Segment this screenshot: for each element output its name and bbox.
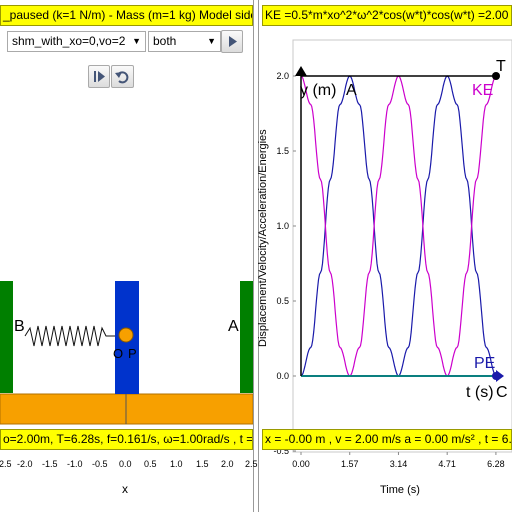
reset-icon — [115, 71, 129, 84]
reset-button[interactable] — [111, 65, 134, 88]
y-tick-label: 1.0 — [276, 221, 289, 231]
label-P: P — [128, 346, 137, 361]
left-status-bar: o=2.00m, T=6.28s, f=0.161/s, ω=1.00rad/s… — [0, 429, 253, 450]
right-status-bar: x = -0.00 m , v = 2.00 m/s a = 0.00 m/s²… — [262, 429, 512, 450]
mode-dropdown-value: both — [153, 34, 177, 48]
label-B: B — [14, 318, 25, 335]
c-marker — [492, 372, 500, 380]
t-marker — [492, 72, 500, 80]
chevron-down-icon: ▼ — [207, 36, 216, 46]
step-button[interactable] — [88, 65, 110, 88]
simulation-view — [0, 281, 253, 425]
y-tick-label: 0.5 — [276, 296, 289, 306]
x-tick: -0.5 — [92, 459, 108, 469]
x-tick: -1.0 — [67, 459, 83, 469]
right-title-bar: KE =0.5*m*xo^2*ω^2*cos(w*t)*cos(w*t) =2.… — [262, 5, 512, 26]
y-tick-label: 1.5 — [276, 146, 289, 156]
label-C: C — [496, 384, 508, 401]
y-tick-label: 0.0 — [276, 371, 289, 381]
y-tick-label: 2.0 — [276, 71, 289, 81]
model-dropdown-value: shm_with_xo=0,vo=2 — [12, 34, 126, 48]
mode-dropdown[interactable]: both ▼ — [148, 31, 221, 52]
left-title-bar: _paused (k=1 N/m) - Mass (m=1 kg) Model … — [0, 5, 253, 26]
x-tick: 2.5 — [245, 459, 258, 469]
label-A-chart: A — [346, 82, 357, 99]
x-tick: 1.0 — [170, 459, 183, 469]
x-tick-label: 3.14 — [390, 459, 408, 469]
x-tick-label: 4.71 — [438, 459, 456, 469]
x-tick: 0.0 — [119, 459, 132, 469]
x-axis-title: Time (s) — [380, 484, 420, 496]
x-tick: 1.5 — [196, 459, 209, 469]
y-axis-arrow — [295, 66, 307, 76]
x-tick: -1.5 — [42, 459, 58, 469]
x-tick-label: 6.28 — [487, 459, 505, 469]
label-t-s: t (s) — [466, 384, 494, 401]
x-tick: -2.0 — [17, 459, 33, 469]
label-KE: KE — [472, 82, 494, 99]
x-axis-label: x — [122, 482, 128, 496]
x-tick: -2.5 — [0, 459, 12, 469]
x-tick-label: 1.57 — [341, 459, 359, 469]
x-tick: 2.0 — [221, 459, 234, 469]
energy-chart: -0.5 0.0 0.5 1.0 1.5 2.0 0.00 1.57 3.14 4.71 6.28 — [273, 39, 512, 469]
x-tick-label: 0.00 — [292, 459, 310, 469]
spring — [24, 325, 115, 347]
play-icon — [229, 36, 237, 47]
label-O: O — [113, 346, 124, 361]
left-wall — [0, 281, 13, 393]
ke-series-line — [300, 75, 497, 377]
mass-ball[interactable] — [118, 327, 134, 343]
play-button[interactable] — [221, 30, 243, 53]
model-dropdown[interactable]: shm_with_xo=0,vo=2 ▼ — [7, 31, 146, 52]
label-y-m: y (m) — [300, 82, 337, 99]
label-T: T — [496, 58, 506, 75]
label-A: A — [228, 318, 239, 335]
chevron-down-icon: ▼ — [132, 36, 141, 46]
plot-frame — [292, 39, 512, 453]
y-tick-label: -0.5 — [273, 446, 289, 456]
step-forward-icon — [94, 71, 105, 82]
x-tick: 0.5 — [144, 459, 157, 469]
right-wall — [240, 281, 253, 393]
left-x-axis: -2.5 -2.0 -1.5 -1.0 -0.5 0.0 0.5 1.0 1.5… — [0, 452, 258, 502]
pe-series-line — [300, 75, 497, 377]
label-PE: PE — [474, 355, 496, 372]
